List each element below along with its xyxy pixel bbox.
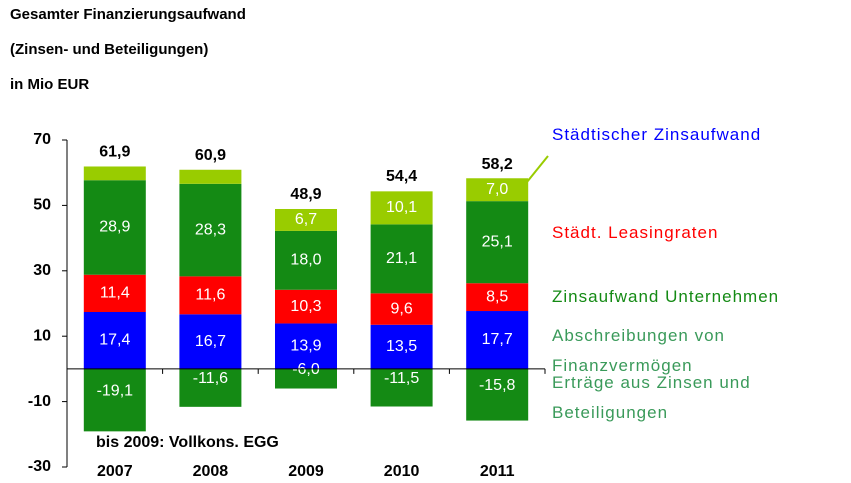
bar-segment	[83, 368, 146, 432]
value-label: -19,1	[97, 382, 134, 399]
bar-segment	[275, 368, 337, 389]
bar-segment	[466, 201, 529, 284]
bar-segment	[83, 180, 146, 275]
bar-segment	[370, 191, 433, 225]
x-tick-label: 2008	[193, 463, 229, 480]
bar-segment	[179, 368, 242, 407]
value-label: 11,6	[195, 287, 225, 304]
value-label: 18,0	[290, 252, 321, 269]
legend-label: Erträge aus Zinsen und Beteiligungen	[552, 373, 751, 422]
chart-title: (Zinsen- und Beteiligungen)	[10, 41, 209, 58]
legend-label: Städtischer Zinsaufwand	[552, 125, 762, 144]
bar-segment	[83, 312, 146, 369]
bar-segment	[466, 368, 529, 421]
total-label: 48,9	[290, 186, 321, 203]
bar-segment	[179, 183, 242, 277]
bar-segment	[83, 166, 146, 181]
total-label: 54,4	[386, 168, 417, 185]
y-tick-label: 70	[33, 131, 51, 148]
legend-label: Abschreibungen von Finanzvermögen	[552, 326, 726, 375]
value-label: 28,9	[99, 219, 130, 236]
legend-label: Zinsaufwand Unternehmen	[552, 287, 780, 306]
bar-segment	[179, 314, 242, 369]
bar-segment	[466, 283, 529, 312]
bar-segment	[275, 323, 337, 369]
y-tick-label: 50	[33, 197, 51, 214]
value-label: 9,6	[390, 300, 412, 317]
bar-segment	[275, 230, 337, 290]
value-label: 10,1	[386, 199, 417, 216]
value-label: 13,5	[386, 338, 417, 355]
x-tick-label: 2009	[288, 463, 324, 480]
bar-segment	[179, 276, 242, 315]
value-label: -6,0	[292, 361, 320, 378]
bar-segment	[83, 274, 146, 313]
x-tick-label: 2010	[384, 463, 420, 480]
value-label: -15,8	[479, 377, 516, 394]
bar-segment	[370, 368, 433, 407]
value-label: 7,0	[486, 181, 508, 198]
y-tick-label: 10	[33, 327, 51, 344]
bar-segment	[370, 324, 433, 369]
x-tick-label: 2011	[480, 463, 515, 480]
value-label: 21,1	[386, 250, 417, 267]
x-tick-label: 2007	[97, 463, 133, 480]
bar-segment	[179, 169, 242, 184]
y-tick-label: -10	[28, 393, 51, 410]
leader-line	[526, 155, 549, 183]
chart-title: in Mio EUR	[10, 76, 90, 93]
bar-segment	[466, 311, 529, 369]
value-label: 16,7	[195, 333, 226, 350]
value-label: 11,4	[100, 285, 130, 302]
y-tick-label: -30	[28, 458, 51, 475]
legend-label: Städt. Leasingraten	[552, 223, 719, 242]
value-label: 28,3	[195, 221, 226, 238]
chart-title: Gesamter Finanzierungsaufwand	[10, 6, 246, 23]
value-label: -11,6	[193, 370, 228, 387]
value-label: 6,7	[295, 211, 317, 228]
value-label: 8,5	[486, 288, 508, 305]
bar-segment	[275, 208, 337, 231]
annotation: bis 2009: Vollkons. EGG	[96, 434, 279, 451]
total-label: 61,9	[99, 144, 130, 161]
value-label: 17,7	[482, 331, 513, 348]
bar-segment	[370, 224, 433, 294]
value-label: -11,5	[384, 370, 419, 387]
bar-segment	[275, 289, 337, 324]
bar-segment	[370, 293, 433, 325]
y-tick-label: 30	[33, 262, 51, 279]
value-label: 17,4	[99, 332, 130, 349]
total-label: 58,2	[482, 156, 513, 173]
value-label: 10,3	[290, 298, 321, 315]
bar-segment	[466, 178, 529, 202]
value-label: 13,9	[290, 337, 321, 354]
value-label: 25,1	[482, 233, 513, 250]
total-label: 60,9	[195, 147, 226, 164]
